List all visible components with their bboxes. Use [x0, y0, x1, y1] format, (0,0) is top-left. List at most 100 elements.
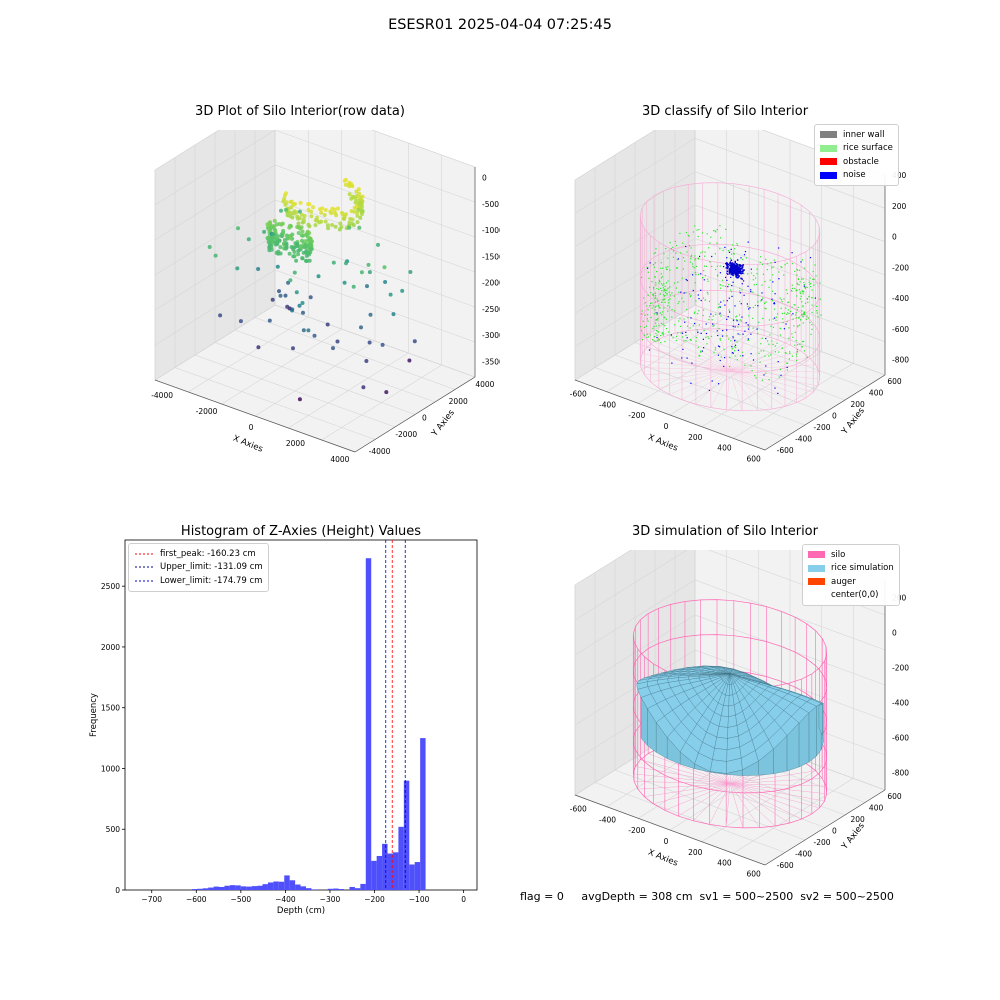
- silo-spoke: [729, 369, 818, 387]
- data-point: [279, 222, 284, 227]
- rice-surface-point: [729, 365, 731, 368]
- noise-point: [729, 311, 731, 313]
- rice-surface-point: [806, 315, 808, 317]
- histogram-bar: [338, 889, 345, 890]
- rice-surface-point: [799, 281, 801, 283]
- rice-surface-point: [799, 292, 801, 295]
- data-point: [291, 247, 296, 252]
- noise-point: [681, 357, 683, 359]
- noise-point: [748, 308, 750, 310]
- x-tick-label: 2000: [286, 439, 305, 448]
- data-point: [325, 322, 330, 327]
- data-point: [308, 247, 313, 252]
- noise-point: [774, 303, 776, 305]
- rice-surface-point: [741, 351, 743, 353]
- data-point: [296, 221, 301, 226]
- noise-point: [685, 331, 687, 333]
- rice-surface-point: [802, 316, 804, 318]
- rice-surface-point: [732, 337, 735, 339]
- silo-spoke: [635, 766, 731, 784]
- y-tick-label: 4000: [475, 380, 494, 389]
- histogram-bar: [387, 853, 393, 890]
- data-point: [284, 191, 288, 196]
- rice-surface-point: [722, 249, 724, 252]
- rice-surface-point: [748, 326, 750, 328]
- rice-surface-point: [783, 274, 785, 276]
- rice-surface-point: [797, 278, 799, 280]
- noise-point: [701, 350, 703, 352]
- rice-surface-point: [651, 302, 653, 304]
- rice-surface-point: [803, 267, 806, 269]
- rice-surface-point: [704, 255, 706, 257]
- data-point: [350, 217, 355, 222]
- noise-point: [773, 302, 775, 304]
- silo-spoke: [729, 783, 825, 802]
- rice-surface-point: [696, 229, 698, 231]
- rice-surface-point: [801, 290, 803, 292]
- rice-surface-point: [672, 250, 674, 252]
- rice-surface-point: [760, 256, 762, 258]
- rice-surface-point: [788, 301, 790, 303]
- silo-spoke: [644, 369, 731, 375]
- rice-surface-point: [708, 316, 711, 318]
- rice-surface-point: [806, 298, 809, 300]
- y-tick-label: 2500: [101, 582, 120, 591]
- data-point: [270, 297, 275, 302]
- noise-cluster-point: [732, 267, 735, 270]
- rice-surface-point: [672, 256, 674, 258]
- rice-surface-point: [788, 358, 790, 360]
- rice-surface-point: [674, 240, 676, 243]
- rice-surface-point: [731, 253, 733, 255]
- silo-spoke: [702, 328, 731, 370]
- rice-surface-point: [767, 340, 769, 342]
- noise-point: [736, 277, 738, 279]
- y-tick-label: 2000: [449, 397, 468, 406]
- rice-surface-point: [654, 292, 657, 294]
- rice-surface-point: [708, 319, 710, 321]
- rice-surface-point: [649, 286, 651, 288]
- noise-point: [717, 334, 719, 337]
- y-tick-label: 400: [869, 388, 884, 397]
- rice-surface-point: [765, 258, 767, 260]
- z-tick-label: -3000: [482, 331, 500, 340]
- rice-surface-point: [798, 284, 800, 286]
- rice-surface-point: [777, 313, 779, 315]
- rice-surface-point: [676, 258, 678, 261]
- noise-cluster-point: [729, 273, 731, 275]
- noise-cluster-point: [736, 267, 738, 269]
- noise-cluster-point: [737, 269, 739, 271]
- rice-surface-point: [761, 284, 763, 286]
- noise-point: [732, 319, 735, 321]
- histogram-bar: [311, 889, 317, 890]
- noise-cluster-point: [739, 268, 742, 270]
- data-point: [269, 237, 274, 241]
- data-point: [316, 274, 321, 279]
- rice-surface-point: [728, 309, 730, 311]
- rice-surface-point: [673, 295, 675, 297]
- rice-surface-point: [697, 258, 699, 260]
- rice-surface-point: [805, 318, 807, 320]
- noise-point: [747, 324, 749, 326]
- z-tick-label: -200: [892, 664, 909, 673]
- rice-surface-point: [783, 298, 785, 300]
- rice-surface-point: [655, 297, 657, 299]
- data-point: [354, 189, 359, 194]
- rice-surface-point: [676, 245, 678, 247]
- rice-surface-point: [756, 283, 758, 285]
- noise-cluster-point: [731, 269, 734, 272]
- data-point: [313, 223, 318, 228]
- noise-cluster-point: [735, 272, 738, 275]
- rice-surface-point: [733, 346, 735, 348]
- noise-cluster-point: [734, 264, 736, 266]
- rice-surface-point: [664, 301, 666, 303]
- silo-spoke: [725, 783, 731, 827]
- data-point: [296, 231, 301, 235]
- noise-point: [732, 352, 734, 354]
- noise-point: [670, 334, 672, 336]
- panel4-legend: silo rice simulation auger center(0,0): [802, 544, 900, 606]
- rice-surface-point: [719, 287, 722, 289]
- surface-facet: [712, 748, 728, 762]
- rice-surface-point: [806, 286, 808, 288]
- y-axis-label: Y Axies: [839, 821, 867, 853]
- rice-surface-point: [715, 313, 717, 316]
